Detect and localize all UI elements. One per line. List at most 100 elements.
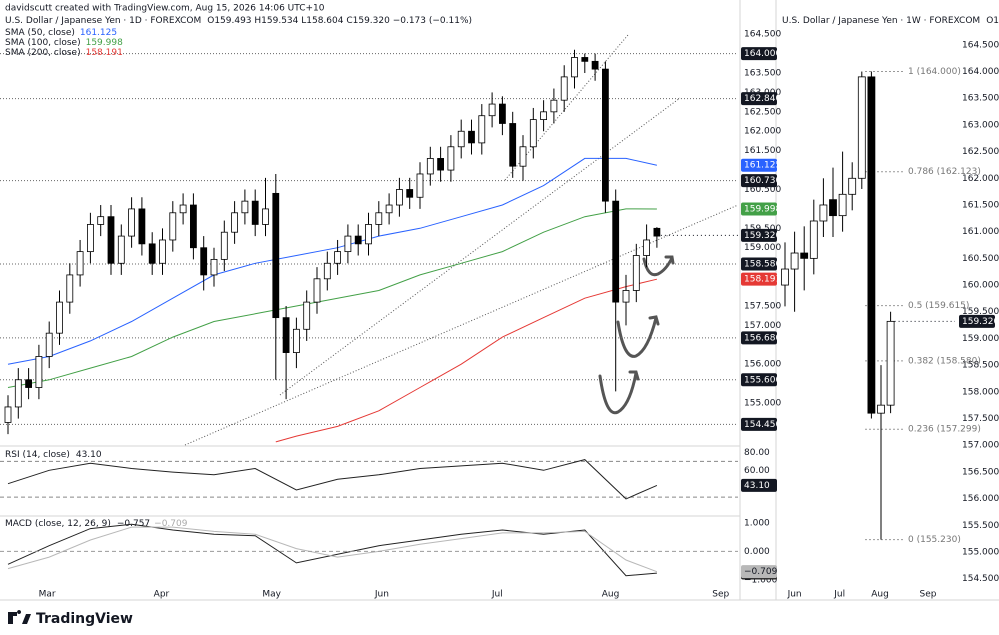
candle-body	[97, 216, 105, 225]
candle-body	[375, 212, 383, 225]
fib-label: 0.5 (159.615)	[908, 301, 969, 311]
candle-body	[437, 158, 445, 171]
y-tick-label: 161.500	[744, 146, 781, 156]
x-tick-label: Jul	[833, 590, 845, 600]
candle-body	[550, 99, 558, 113]
candle-body	[385, 204, 393, 214]
candle-body	[282, 317, 290, 353]
y-tick-label: 162.000	[962, 174, 999, 184]
line	[7, 526, 658, 573]
level-label-box	[741, 47, 777, 61]
last-value-label: −0.709	[744, 567, 778, 577]
y-tick-label: 164.000	[962, 67, 999, 77]
candle-body	[262, 208, 269, 225]
arrows	[598, 255, 675, 415]
y-tick-label: 157.500	[744, 301, 781, 311]
title: MACD (close, 12, 26, 9)	[5, 519, 111, 529]
y-tick-label: 158.500	[962, 361, 999, 371]
candle-body	[107, 216, 115, 264]
y-tick-label: 155.500	[962, 521, 999, 531]
level-label-box	[741, 92, 777, 106]
curved-arrow	[616, 316, 658, 358]
candle-body	[220, 231, 228, 260]
y-tick-label: 162.000	[744, 127, 781, 137]
candle-body	[66, 274, 74, 303]
level-label: 164.000	[744, 49, 781, 59]
candle-body	[632, 255, 640, 291]
candle-body	[886, 320, 895, 406]
level-label: 158.580	[744, 260, 781, 270]
fib-label: 0.382 (158.580)	[908, 356, 981, 366]
last-price-label-box	[959, 314, 995, 328]
candle-body	[406, 189, 414, 198]
last-value-label-box	[741, 565, 777, 579]
candle-body	[781, 268, 789, 286]
candle-body	[848, 177, 857, 195]
candle-body	[571, 57, 578, 78]
candle-body	[292, 328, 300, 353]
level-label-box	[741, 257, 777, 271]
level-label: 156.680	[744, 333, 781, 343]
legend-value: 159.998	[86, 38, 123, 48]
y-tick-label: 157.500	[962, 414, 999, 424]
arrow-head	[664, 255, 675, 265]
title: U.S. Dollar / Japanese Yen · 1D · FOREXC…	[5, 16, 201, 26]
y-tick-label: 163.000	[962, 120, 999, 130]
title: U.S. Dollar / Japanese Yen · 1W · FOREXC…	[782, 16, 980, 26]
last-price-label-box	[741, 228, 777, 242]
y-tick-label: 156.000	[744, 360, 781, 370]
macd-value: −0.757	[117, 519, 150, 529]
candle-body	[447, 146, 455, 171]
candle-body	[179, 204, 187, 214]
last-value-label-box	[741, 478, 777, 492]
candle-body	[857, 76, 866, 179]
level-label: 155.600	[744, 375, 781, 385]
candle-body	[148, 243, 156, 264]
last-price-label: 159.320	[962, 317, 999, 327]
candle-body	[14, 379, 22, 408]
candle-body	[272, 192, 280, 319]
y-tick-label: 155.000	[962, 547, 999, 557]
y-tick-label: 163.500	[962, 94, 999, 104]
x-tick-label: Jun	[374, 590, 389, 600]
rsi-value: 43.10	[76, 450, 102, 460]
y-tick-label: 159.000	[962, 334, 999, 344]
candle-body	[509, 123, 517, 167]
logo-text: TradingView	[36, 611, 133, 627]
x-tick-label: Sep	[712, 590, 729, 600]
candle-body	[809, 220, 818, 259]
legend-entry: SMA (100, close) 159.998	[5, 38, 123, 48]
logo: TradingView	[8, 610, 133, 627]
y-tick-label: 159.500	[962, 307, 999, 317]
candle-body	[56, 301, 63, 334]
curved-arrow	[642, 256, 674, 277]
candle-body	[838, 193, 847, 217]
level-label-box	[741, 174, 777, 188]
macd-title: MACD (close, 12, 26, 9) −0.757 −0.709	[5, 519, 188, 529]
candle-body	[877, 404, 885, 414]
sma-last-label: 159.998	[744, 204, 781, 214]
legend-entry: SMA (200, close) 158.191	[5, 48, 123, 58]
y-tick-label: 161.500	[962, 200, 999, 210]
candle-body	[529, 119, 537, 148]
candle-body	[128, 208, 136, 237]
candle-body	[790, 252, 799, 270]
candle-body	[323, 262, 331, 280]
candle-body	[241, 200, 249, 214]
candle-body	[344, 235, 352, 253]
sma-last-label: 158.191	[744, 275, 781, 285]
legend-value: 158.191	[86, 48, 123, 58]
fib-label: 0.786 (162.123)	[908, 167, 981, 177]
candle-body	[251, 200, 259, 225]
candle-body	[426, 158, 434, 175]
candle-body	[231, 212, 239, 233]
candle-body	[117, 235, 125, 264]
candle-body	[591, 60, 599, 70]
candle-body	[210, 258, 218, 276]
candle-body	[4, 406, 12, 423]
y-tick-label: 1.000	[744, 518, 770, 528]
candle-body	[488, 103, 496, 117]
fib-label: 1 (164.000)	[908, 67, 961, 77]
candle-body	[200, 247, 208, 276]
